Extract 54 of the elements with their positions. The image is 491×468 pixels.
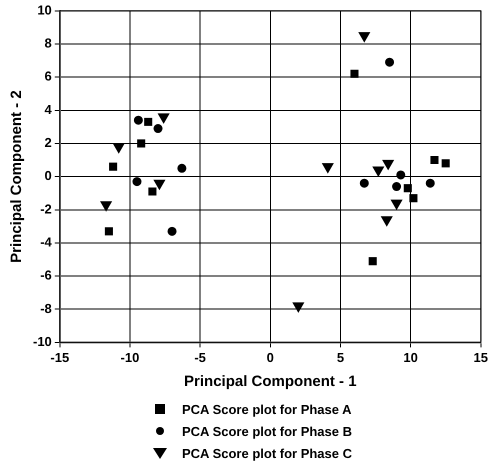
point — [385, 58, 394, 67]
x-tick-label: -10 — [120, 350, 140, 365]
point — [372, 166, 384, 176]
legend-label: PCA Score plot for Phase A — [182, 402, 352, 416]
y-tick-label: -4 — [40, 234, 53, 250]
point — [134, 116, 143, 125]
y-tick-label: -2 — [40, 201, 52, 216]
point — [168, 226, 177, 236]
y-tick-label: 4 — [44, 102, 53, 117]
point — [177, 164, 186, 173]
point — [360, 178, 369, 188]
point — [396, 170, 406, 180]
y-tick-label: 8 — [44, 36, 52, 51]
y-tick-label: -6 — [40, 268, 52, 283]
x-tick-label: 5 — [336, 350, 344, 365]
point — [442, 159, 450, 168]
point — [158, 113, 170, 124]
point — [100, 201, 112, 212]
y-tick-label: 2 — [44, 135, 52, 150]
x-tick-label: 0 — [266, 350, 274, 365]
point — [137, 139, 146, 148]
x-tick-label: 15 — [474, 350, 488, 365]
point — [148, 187, 156, 196]
point — [392, 182, 402, 192]
point — [350, 70, 359, 78]
point — [381, 216, 392, 226]
x-axis-title: Principal Component - 1 — [184, 373, 357, 390]
point — [144, 118, 152, 126]
point — [390, 200, 402, 210]
y-tick-label: 6 — [44, 68, 52, 84]
y-tick-label: 0 — [44, 168, 52, 184]
y-axis-title: Principal Component - 2 — [8, 90, 26, 263]
point — [322, 163, 334, 174]
point — [109, 162, 118, 171]
point — [292, 302, 304, 312]
point — [154, 180, 166, 190]
point — [404, 184, 412, 192]
point — [154, 124, 163, 134]
point — [368, 257, 377, 266]
x-tick-label: 10 — [403, 350, 418, 365]
point — [382, 160, 394, 170]
x-tick-label: -5 — [194, 350, 206, 365]
x-tick-label: -15 — [50, 350, 70, 365]
point — [409, 194, 418, 202]
y-tick-label: -8 — [40, 300, 52, 316]
point — [132, 177, 142, 186]
y-tick-label: 10 — [37, 2, 52, 18]
legend-label: PCA Score plot for Phase B — [182, 424, 352, 438]
point — [430, 156, 438, 164]
point — [104, 227, 113, 236]
point — [426, 178, 435, 188]
point — [113, 143, 124, 154]
legend-label: PCA Score plot for Phase C — [182, 446, 352, 460]
y-tick-label: -10 — [32, 334, 52, 349]
